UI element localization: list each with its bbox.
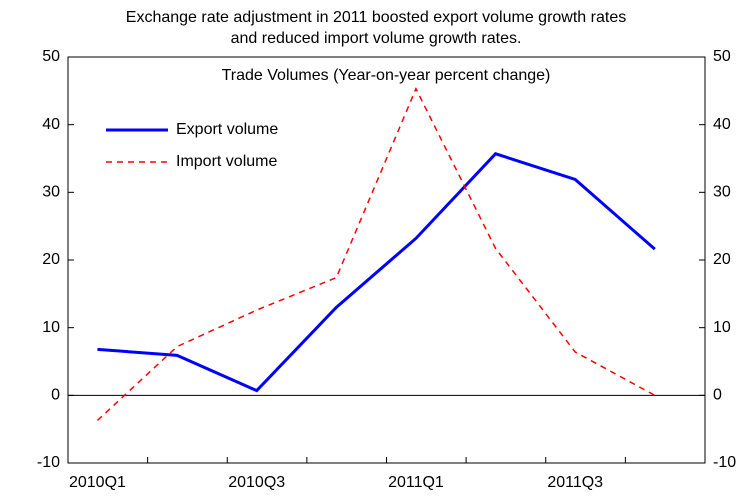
y2-tick-label: 40	[713, 116, 731, 133]
y-tick-label: 10	[42, 319, 60, 336]
x-tick-label: 2011Q1	[388, 474, 444, 491]
x-tick-label: 2010Q1	[69, 474, 126, 491]
y-tick-label: 30	[42, 184, 60, 201]
y2-tick-label: 20	[713, 251, 731, 268]
plot-frame	[67, 56, 706, 464]
y2-tick-label: 30	[713, 184, 731, 201]
y2-tick-label: 50	[713, 48, 731, 65]
x-tick-label: 2011Q3	[547, 474, 603, 491]
series-line	[96, 87, 656, 421]
chart-title: and reduced import volume growth rates.	[231, 30, 522, 47]
y2-tick-label: -10	[713, 454, 736, 471]
y-tick-label: 40	[42, 116, 60, 133]
y-tick-label: 50	[42, 48, 60, 65]
y-tick-label: 20	[42, 251, 60, 268]
series-line	[97, 152, 656, 393]
chart-subtitle: Trade Volumes (Year-on-year percent chan…	[222, 67, 551, 84]
legend-label: Export volume	[176, 121, 278, 138]
y-tick-label: 0	[51, 387, 60, 404]
y2-tick-label: 0	[713, 387, 722, 404]
y2-tick-label: 10	[713, 319, 731, 336]
legend-label: Import volume	[176, 153, 277, 170]
x-tick-label: 2010Q3	[228, 474, 285, 491]
y-tick-label: -10	[37, 454, 60, 471]
chart-title: Exchange rate adjustment in 2011 boosted…	[126, 9, 626, 26]
